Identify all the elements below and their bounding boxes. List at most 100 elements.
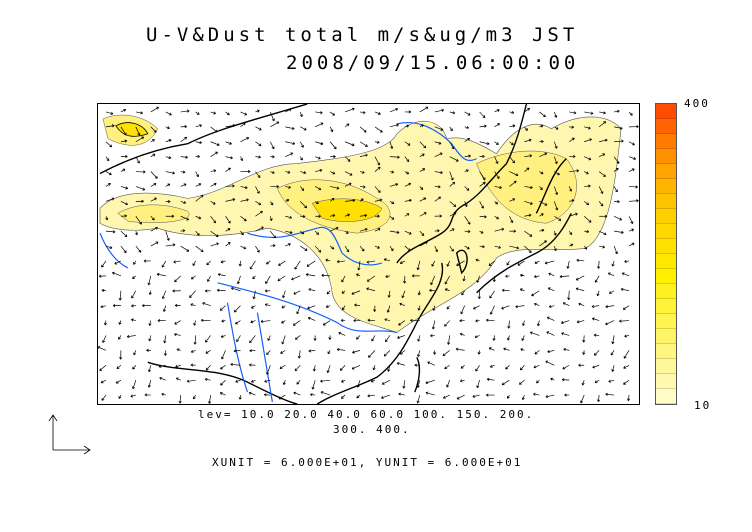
wind-arrow <box>614 109 620 113</box>
wind-arrow <box>310 393 316 397</box>
wind-arrow <box>619 319 630 323</box>
wind-arrow <box>320 391 331 396</box>
wind-arrow <box>190 303 196 307</box>
wind-arrow <box>315 156 321 160</box>
wind-arrow <box>336 348 346 352</box>
wind-arrow <box>300 126 307 131</box>
wind-arrow <box>163 335 167 344</box>
wind-arrow <box>553 201 559 211</box>
wind-arrow <box>165 231 170 241</box>
wind-arrow <box>444 364 450 370</box>
wind-arrow <box>359 170 365 174</box>
wind-arrow <box>105 171 112 176</box>
wind-arrow <box>404 213 410 217</box>
wind-arrow <box>266 365 271 375</box>
colorbar-segment <box>656 239 676 254</box>
wind-arrow <box>251 379 256 383</box>
wind-arrow <box>315 122 324 128</box>
wind-arrow <box>292 320 301 326</box>
wind-arrow <box>374 214 380 218</box>
wind-arrow <box>494 123 500 128</box>
wind-arrow <box>148 365 152 373</box>
wind-arrow <box>180 155 188 159</box>
wind-arrow <box>279 364 286 369</box>
wind-arrow <box>100 305 107 309</box>
chart-title: U-V&Dust total m/s&ug/m3 JST <box>146 24 579 46</box>
wind-arrow <box>325 305 331 308</box>
wind-arrow <box>146 348 151 352</box>
wind-arrow <box>359 126 367 133</box>
wind-arrow <box>210 111 216 115</box>
wind-arrow <box>506 394 510 399</box>
wind-arrow <box>539 140 544 144</box>
wind-arrow <box>330 186 340 190</box>
wind-arrow <box>404 156 410 163</box>
colorbar-segment <box>656 149 676 164</box>
wind-arrow <box>598 171 606 177</box>
wind-arrow <box>148 335 152 342</box>
wind-arrow <box>359 227 368 232</box>
wind-arrow <box>180 170 186 174</box>
wind-arrow <box>285 170 291 174</box>
wind-arrow <box>135 245 142 253</box>
wind-arrow <box>180 229 186 233</box>
wind-arrow <box>370 379 376 383</box>
wind-arrow <box>387 365 391 372</box>
wind-arrow <box>120 126 127 136</box>
wind-arrow <box>264 393 271 397</box>
wind-arrow <box>344 141 355 147</box>
wind-arrow <box>591 304 600 308</box>
wind-arrow <box>374 156 381 166</box>
wind-arrow <box>581 380 585 386</box>
wind-arrow <box>120 214 127 218</box>
wind-arrow <box>147 380 152 388</box>
wind-arrow <box>366 275 376 282</box>
wind-arrow <box>264 379 271 383</box>
wind-arrow <box>515 305 525 309</box>
wind-arrow <box>205 365 211 371</box>
wind-arrow <box>434 141 442 145</box>
wind-arrow <box>159 376 166 381</box>
wind-arrow <box>614 200 620 204</box>
wind-arrow <box>180 125 188 129</box>
wind-arrow <box>419 212 427 217</box>
wind-arrow <box>340 318 346 323</box>
wind-arrow <box>524 185 533 189</box>
wind-arrow <box>135 156 140 164</box>
wind-arrow <box>389 155 400 159</box>
wind-arrow <box>404 230 412 235</box>
wind-arrow <box>219 305 226 311</box>
wind-arrow <box>216 288 226 292</box>
wind-arrow <box>488 260 495 266</box>
wind-arrow <box>583 215 592 223</box>
wind-arrow <box>359 198 364 202</box>
wind-arrow <box>325 258 331 262</box>
wind-arrow <box>464 229 471 234</box>
wind-arrow <box>397 335 405 339</box>
wind-arrow <box>264 289 271 293</box>
wind-arrow <box>221 319 226 323</box>
wind-arrow <box>506 260 510 266</box>
wind-arrow <box>524 230 533 237</box>
wind-arrow <box>132 275 137 279</box>
wind-arrow <box>442 350 450 357</box>
wind-arrow <box>210 230 219 238</box>
wind-arrow <box>161 290 167 300</box>
wind-arrow <box>539 152 548 157</box>
wind-arrow <box>533 364 540 369</box>
wind-arrow <box>200 318 211 322</box>
wind-arrow <box>539 240 547 247</box>
wind-arrow <box>329 171 336 175</box>
wind-arrow <box>610 350 615 356</box>
wind-arrow <box>434 170 443 175</box>
wind-arrow <box>130 318 136 322</box>
wind-arrow <box>307 305 316 310</box>
wind-arrow <box>270 121 280 128</box>
wind-arrow <box>300 245 308 251</box>
wind-arrow <box>545 360 555 366</box>
wind-arrow <box>134 231 139 236</box>
wind-arrow <box>517 260 525 266</box>
colorbar-segment <box>656 284 676 299</box>
wind-arrow <box>193 320 197 326</box>
colorbar-segment <box>656 194 676 209</box>
